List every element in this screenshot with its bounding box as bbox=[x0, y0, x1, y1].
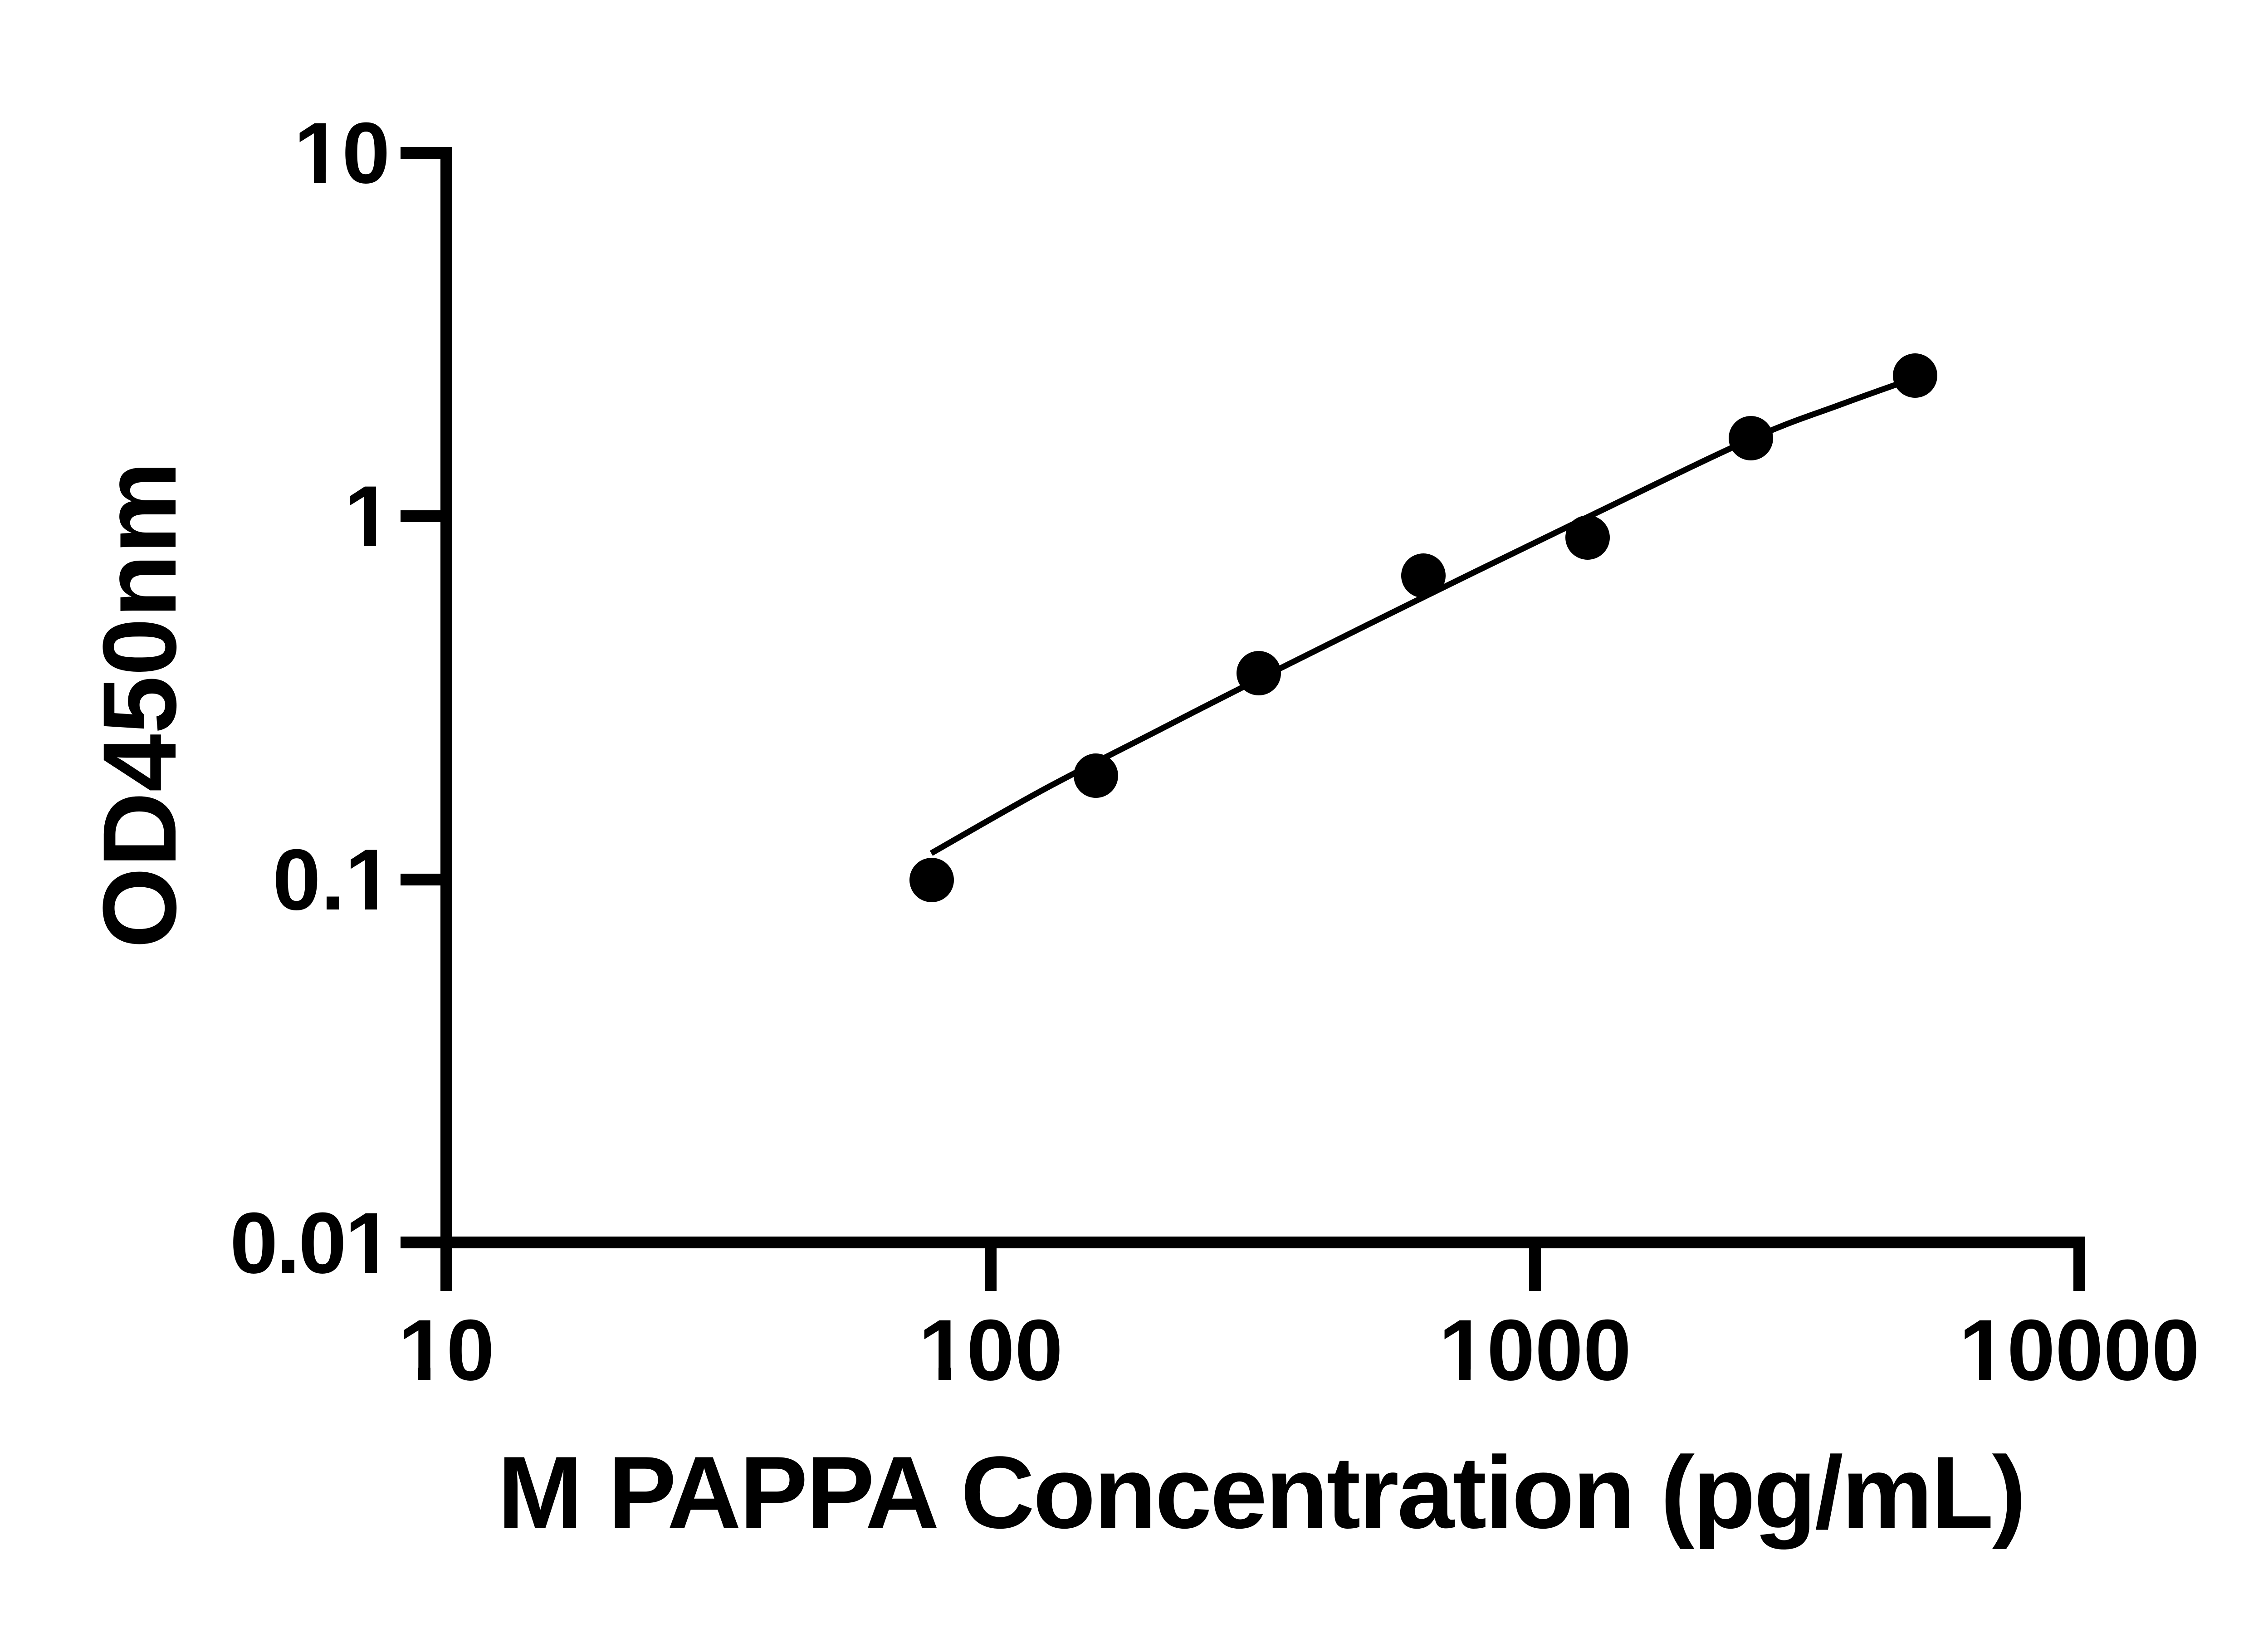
svg-text:10: 10 bbox=[294, 105, 390, 201]
svg-text:100: 100 bbox=[919, 1302, 1063, 1398]
svg-text:10000: 10000 bbox=[1959, 1302, 2200, 1398]
svg-text:M PAPPA Concentration (pg/mL): M PAPPA Concentration (pg/mL) bbox=[498, 1435, 2024, 1550]
svg-text:10: 10 bbox=[398, 1302, 494, 1398]
svg-text:OD450nm: OD450nm bbox=[81, 461, 198, 949]
svg-text:1000: 1000 bbox=[1439, 1302, 1632, 1398]
svg-text:0.1: 0.1 bbox=[273, 831, 393, 928]
svg-text:0.01: 0.01 bbox=[230, 1195, 391, 1291]
svg-text:1: 1 bbox=[344, 468, 392, 565]
